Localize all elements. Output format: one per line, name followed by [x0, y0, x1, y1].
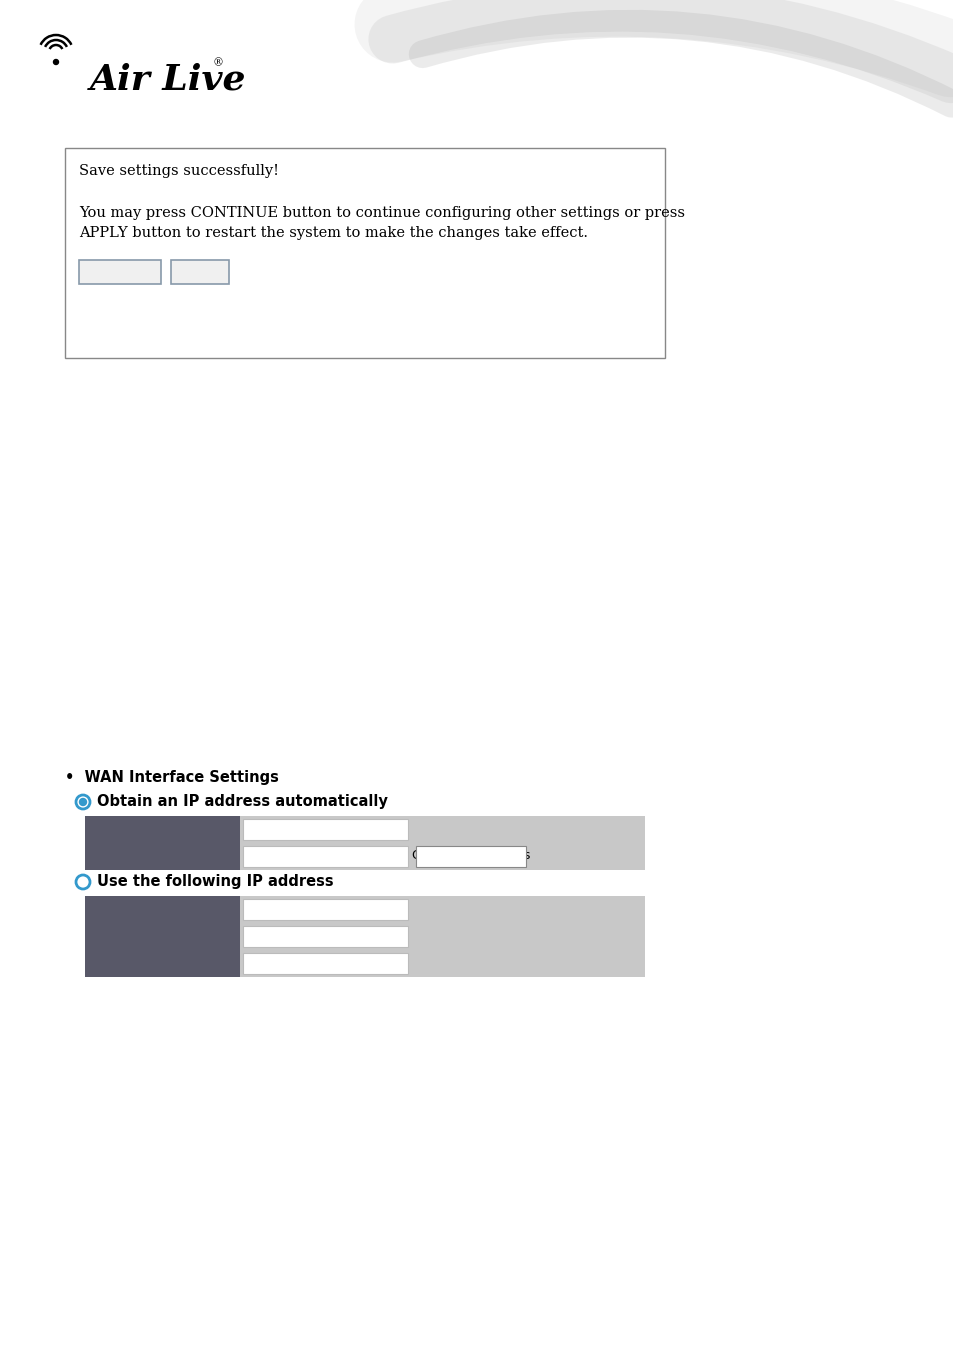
Bar — [85, 815, 644, 842]
Text: IP address :: IP address : — [146, 902, 234, 915]
Bar — [85, 923, 644, 950]
Bar — [85, 896, 240, 923]
Text: Subnet Mask :: Subnet Mask : — [128, 929, 234, 942]
Text: 0.0.0.0: 0.0.0.0 — [248, 929, 294, 942]
Bar — [85, 842, 240, 869]
Bar — [85, 950, 240, 977]
Text: ®: ® — [213, 58, 224, 68]
Bar — [243, 953, 408, 973]
Circle shape — [53, 59, 58, 65]
Bar — [79, 261, 161, 284]
Text: MAC address :: MAC address : — [128, 849, 234, 863]
Bar — [243, 926, 408, 946]
Text: Use the following IP address: Use the following IP address — [97, 873, 334, 890]
Text: Air Live: Air Live — [90, 62, 246, 96]
Text: APPLY button to restart the system to make the changes take effect.: APPLY button to restart the system to ma… — [79, 225, 587, 240]
Circle shape — [79, 798, 87, 806]
Text: CONTINUE: CONTINUE — [90, 266, 151, 279]
Bar — [171, 261, 229, 284]
FancyArrowPatch shape — [422, 24, 950, 104]
Bar — [65, 148, 664, 358]
Bar — [243, 899, 408, 919]
Text: Default Gateway :: Default Gateway : — [100, 956, 234, 969]
Text: 0.0.0.0: 0.0.0.0 — [248, 902, 294, 915]
Text: 000000000000: 000000000000 — [248, 849, 344, 863]
Text: You may press CONTINUE button to continue configuring other settings or press: You may press CONTINUE button to continu… — [79, 207, 684, 220]
Circle shape — [76, 875, 90, 890]
Text: Clone Mac address: Clone Mac address — [412, 849, 530, 863]
Bar — [243, 819, 408, 840]
Bar — [85, 896, 644, 923]
Bar — [243, 846, 408, 867]
Circle shape — [76, 795, 90, 809]
Text: Save settings successfully!: Save settings successfully! — [79, 163, 278, 178]
Text: Obtain an IP address automatically: Obtain an IP address automatically — [97, 794, 388, 809]
FancyArrowPatch shape — [393, 0, 950, 59]
Text: Host Name :: Host Name : — [143, 822, 234, 836]
Text: APPLY: APPLY — [183, 266, 217, 279]
Bar — [85, 815, 240, 842]
Bar — [416, 846, 525, 867]
Text: •  WAN Interface Settings: • WAN Interface Settings — [65, 769, 278, 784]
Bar — [85, 842, 644, 869]
FancyArrowPatch shape — [393, 7, 950, 78]
Bar — [85, 923, 240, 950]
Bar — [85, 950, 644, 977]
Text: 0.0.0.0: 0.0.0.0 — [248, 956, 294, 969]
